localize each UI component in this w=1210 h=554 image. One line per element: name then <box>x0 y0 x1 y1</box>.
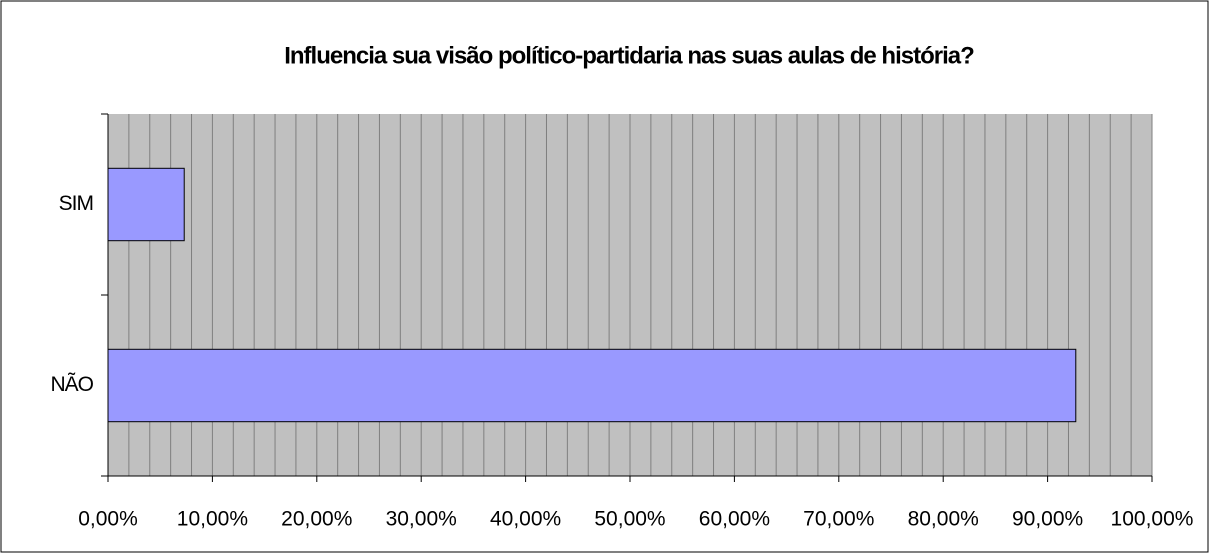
x-tick-label: 0,00% <box>78 508 138 531</box>
x-tick-label: 30,00% <box>386 508 457 531</box>
x-tick-label: 40,00% <box>490 508 561 531</box>
y-tick-label: NÃO <box>50 372 93 396</box>
chart-title: Influencia sua visão político-partidaria… <box>284 42 974 69</box>
bar <box>107 348 1077 423</box>
x-tick-label: 90,00% <box>1012 508 1083 531</box>
y-tick-label: SIM <box>59 192 93 215</box>
x-tick-label: 20,00% <box>281 508 352 531</box>
x-tick-label: 10,00% <box>177 508 248 531</box>
x-tick-label: 70,00% <box>803 508 874 531</box>
x-tick-label: 80,00% <box>908 508 979 531</box>
x-tick-label: 50,00% <box>594 508 665 531</box>
bar <box>107 167 185 242</box>
x-tick-label: 60,00% <box>699 508 770 531</box>
x-tick-label: 100,00% <box>1111 508 1194 531</box>
